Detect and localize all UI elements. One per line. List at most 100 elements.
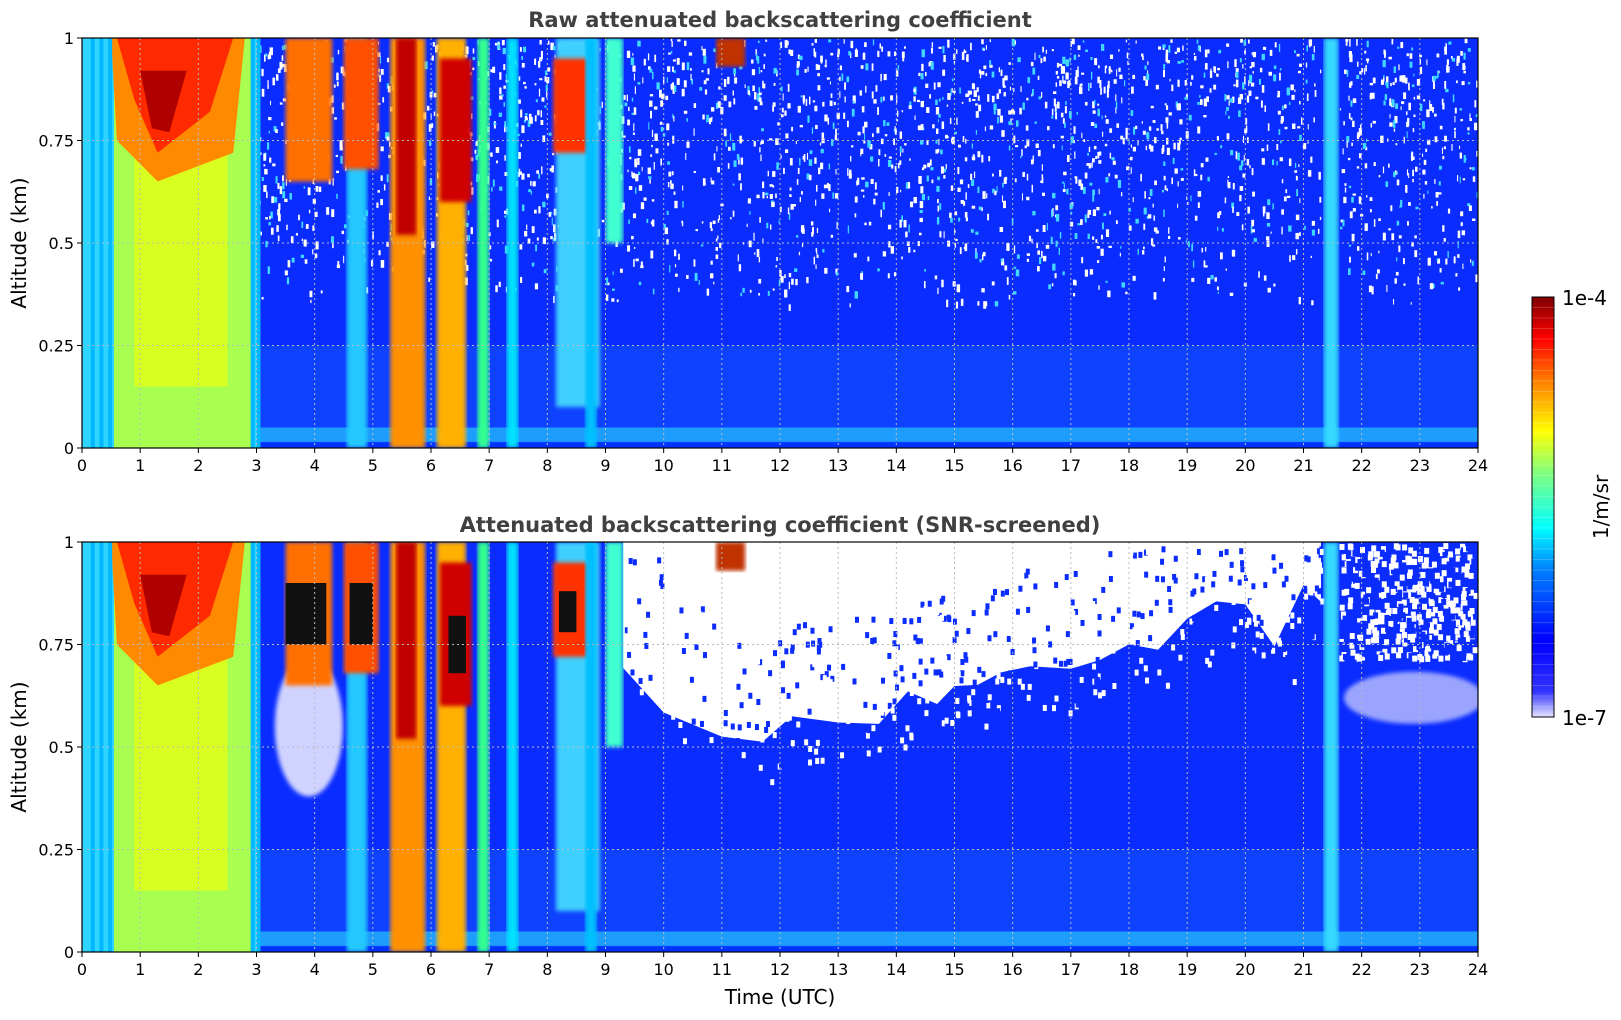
- y-tick-label: 0.5: [49, 738, 74, 757]
- noise-speck: [829, 208, 831, 213]
- noise-speck: [985, 45, 987, 50]
- edge-speck: [1053, 608, 1058, 615]
- noise-speck: [601, 101, 603, 108]
- edge-speck: [1424, 580, 1430, 587]
- noise-speck: [1147, 70, 1149, 76]
- noise-speck: [261, 68, 264, 77]
- edge-speck: [889, 618, 894, 625]
- noise-speck: [1062, 271, 1065, 276]
- noise-speck: [1070, 211, 1073, 215]
- x-tick-label: 7: [484, 456, 494, 475]
- noise-speck: [1065, 101, 1067, 105]
- noise-speck: [284, 270, 288, 276]
- noise-speck: [433, 111, 436, 116]
- screened-region: [622, 542, 1321, 742]
- edge-speck: [1160, 553, 1165, 560]
- noise-speck: [862, 126, 865, 134]
- noise-speck: [920, 73, 924, 80]
- edge-speck: [1470, 602, 1476, 609]
- edge-speck: [1438, 644, 1444, 651]
- noise-speck: [702, 114, 705, 120]
- noise-speck: [646, 218, 649, 224]
- edge-speck: [1469, 632, 1475, 639]
- noise-speck: [1343, 121, 1345, 126]
- noise-speck: [963, 201, 966, 206]
- noise-speck: [426, 105, 430, 111]
- noise-speck: [1383, 100, 1386, 106]
- noise-speck: [780, 86, 783, 92]
- noise-speck: [648, 66, 651, 70]
- edge-speck: [887, 702, 892, 709]
- noise-speck: [834, 134, 838, 141]
- edge-speck: [840, 752, 845, 759]
- noise-speck: [908, 105, 912, 110]
- edge-speck: [1411, 580, 1417, 587]
- edge-speck: [1304, 593, 1309, 600]
- edge-speck: [909, 689, 914, 696]
- noise-speck: [1416, 95, 1421, 100]
- noise-speck: [991, 281, 995, 286]
- noise-speck: [917, 241, 920, 247]
- noise-speck: [756, 194, 760, 199]
- noise-speck: [653, 161, 655, 170]
- noise-speck: [921, 63, 924, 72]
- edge-speck: [892, 640, 897, 647]
- edge-speck: [981, 625, 986, 632]
- noise-speck: [847, 225, 849, 234]
- edge-speck: [1403, 570, 1409, 577]
- edge-speck: [816, 648, 821, 655]
- edge-speck: [778, 762, 783, 769]
- noise-speck: [888, 156, 892, 159]
- edge-speck: [943, 668, 948, 675]
- noise-speck: [707, 68, 710, 75]
- noise-speck: [977, 301, 980, 306]
- noise-speck: [747, 86, 750, 94]
- edge-speck: [762, 696, 767, 703]
- noise-speck: [1090, 57, 1093, 60]
- noise-speck: [470, 227, 473, 235]
- noise-speck: [1227, 179, 1229, 187]
- edge-speck: [689, 676, 694, 683]
- noise-speck: [1296, 53, 1300, 57]
- noise-speck: [769, 194, 773, 199]
- noise-speck: [993, 103, 997, 111]
- edge-speck: [712, 623, 717, 630]
- noise-speck: [937, 148, 940, 153]
- noise-speck: [939, 203, 942, 211]
- edge-speck: [1381, 627, 1387, 634]
- noise-speck: [1197, 126, 1201, 134]
- noise-speck: [859, 90, 862, 96]
- edge-speck: [1425, 622, 1431, 629]
- noise-speck: [787, 103, 791, 109]
- edge-speck: [1024, 602, 1029, 609]
- edge-speck: [966, 628, 971, 635]
- noise-speck: [632, 172, 635, 179]
- edge-speck: [1379, 550, 1385, 557]
- edge-speck: [880, 677, 885, 684]
- noise-speck: [1234, 59, 1237, 68]
- noise-speck: [974, 171, 976, 179]
- noise-speck: [701, 70, 704, 73]
- edge-speck: [1045, 625, 1050, 632]
- noise-speck: [1341, 169, 1346, 174]
- noise-speck: [545, 84, 548, 92]
- noise-speck: [1292, 123, 1296, 129]
- noise-speck: [386, 241, 389, 247]
- noise-speck: [1225, 268, 1227, 271]
- noise-speck: [1431, 206, 1433, 209]
- noise-speck: [855, 48, 858, 53]
- noise-speck: [905, 231, 908, 238]
- noise-speck: [494, 42, 498, 46]
- noise-speck: [1231, 249, 1236, 257]
- noise-speck: [816, 227, 819, 234]
- noise-speck: [1228, 100, 1230, 106]
- noise-speck: [266, 191, 268, 199]
- noise-speck: [937, 287, 939, 295]
- edge-speck: [827, 664, 832, 671]
- noise-speck: [1250, 225, 1253, 234]
- edge-speck: [1303, 585, 1308, 592]
- noise-speck: [268, 117, 272, 121]
- edge-speck: [1402, 640, 1408, 647]
- noise-speck: [1403, 92, 1407, 100]
